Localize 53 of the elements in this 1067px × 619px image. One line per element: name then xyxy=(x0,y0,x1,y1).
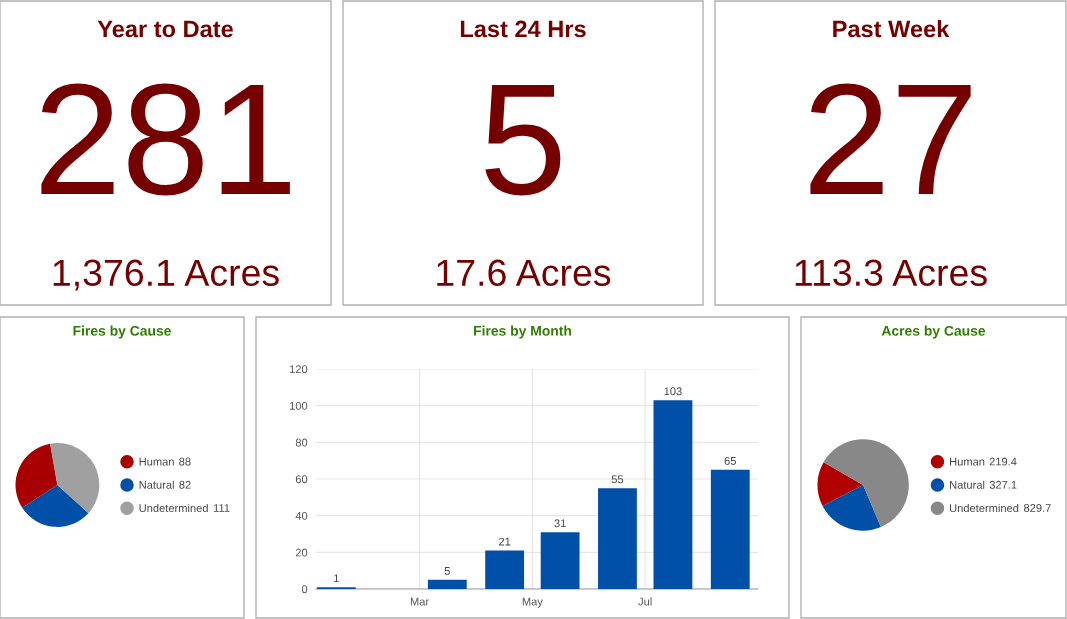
bar xyxy=(427,579,467,589)
pie-slice xyxy=(50,443,100,514)
bar xyxy=(598,488,637,589)
data-label: 21 xyxy=(499,537,511,546)
data-label: 82 xyxy=(179,480,191,489)
text: 27 xyxy=(810,83,971,194)
pie-slice xyxy=(22,485,89,527)
y-tick-label: 120 xyxy=(289,365,308,374)
text: Last 24 Hrs xyxy=(460,20,586,38)
data-label: 219.4 xyxy=(989,457,1017,466)
pie-slice xyxy=(823,439,909,528)
y-tick-label: 0 xyxy=(301,585,308,594)
text: 17.6 Acres xyxy=(437,259,611,287)
chart-title: Fires by Cause xyxy=(73,325,171,339)
legend-label: Undetermined xyxy=(139,503,208,513)
text: 5 xyxy=(485,85,561,196)
legend-label: Natural xyxy=(139,480,174,489)
y-tick-label: 40 xyxy=(295,511,308,520)
text: 281 xyxy=(41,83,290,196)
data-label: 5 xyxy=(444,567,450,575)
data-label: 65 xyxy=(724,456,736,465)
pie-slice xyxy=(15,443,58,508)
chart-title: Acres by Cause xyxy=(881,325,986,339)
legend-label: Human xyxy=(139,457,174,466)
legend-label: Undetermined xyxy=(950,503,1019,513)
pie-slice xyxy=(817,462,864,507)
data-label: 103 xyxy=(664,387,682,396)
pie-slice xyxy=(822,485,881,531)
y-tick-label: 20 xyxy=(295,548,308,557)
y-tick-label: 60 xyxy=(295,475,308,484)
bar xyxy=(653,400,693,589)
bar xyxy=(540,532,580,589)
x-tick-label: May xyxy=(522,597,543,608)
bar xyxy=(710,469,750,589)
x-tick-label: Jul xyxy=(638,597,652,606)
text: 1,376.1 Acres xyxy=(53,259,279,291)
data-label: 88 xyxy=(179,457,191,466)
legend-label: Human xyxy=(950,457,985,466)
data-label: 111 xyxy=(213,504,230,512)
data-label: 31 xyxy=(554,519,566,528)
text: 113.3 Acres xyxy=(795,259,987,287)
text: Year to Date xyxy=(97,20,233,38)
data-label: 327.1 xyxy=(989,480,1017,489)
x-tick-label: Mar xyxy=(410,597,429,606)
y-tick-label: 100 xyxy=(289,401,308,410)
data-label: 55 xyxy=(611,475,624,484)
legend-label: Natural xyxy=(950,480,985,489)
data-label: 1 xyxy=(334,574,339,583)
y-tick-label: 80 xyxy=(295,438,308,447)
data-label: 829.7 xyxy=(1024,504,1051,512)
bar xyxy=(485,550,525,589)
text: Past Week xyxy=(833,20,950,38)
chart-title: Fires by Month xyxy=(474,325,572,339)
